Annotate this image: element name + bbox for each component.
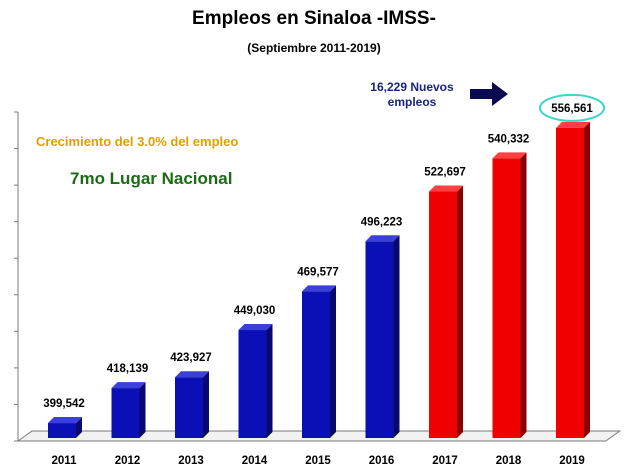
x-tick-label: 2015 bbox=[305, 455, 331, 467]
bar bbox=[302, 285, 336, 438]
growth-annotation: Crecimiento del 3.0% del empleo bbox=[36, 134, 238, 149]
bar-front bbox=[238, 330, 267, 438]
new-jobs-annotation-line1: 16,229 Nuevos bbox=[370, 80, 454, 94]
bar-side bbox=[139, 382, 146, 438]
bar-side bbox=[266, 324, 273, 438]
bar-top bbox=[556, 121, 590, 128]
bar-side bbox=[584, 121, 590, 438]
bar-top bbox=[302, 285, 336, 292]
bar bbox=[175, 371, 209, 438]
new-jobs-annotation-line2: empleos bbox=[388, 95, 437, 109]
bar-side bbox=[76, 417, 82, 438]
arrow-right-icon bbox=[470, 82, 508, 106]
bar-front bbox=[175, 377, 203, 438]
bar bbox=[556, 121, 590, 438]
data-label: 522,697 bbox=[424, 167, 466, 179]
x-axis-ticks: 2011 2012 2013 2014 2015 2016 2017 2018 2019 bbox=[52, 455, 585, 467]
x-tick-label: 2018 bbox=[496, 455, 522, 467]
chart-subtitle: (Septiembre 2011-2019) bbox=[247, 41, 380, 55]
data-label: 423,927 bbox=[170, 352, 212, 364]
bar-top bbox=[111, 382, 146, 389]
bar-side bbox=[520, 152, 527, 438]
bar-front bbox=[111, 388, 140, 438]
data-label: 449,030 bbox=[234, 305, 276, 317]
bar-series bbox=[48, 121, 590, 438]
bar-side bbox=[457, 185, 463, 438]
rank-annotation: 7mo Lugar Nacional bbox=[70, 169, 232, 188]
highlight-ring bbox=[539, 93, 605, 122]
bar-top bbox=[429, 185, 463, 192]
bar bbox=[492, 152, 527, 438]
data-label: 540,332 bbox=[488, 133, 530, 145]
x-tick-label: 2019 bbox=[559, 455, 585, 467]
x-tick-label: 2014 bbox=[242, 455, 268, 467]
chart-title: Empleos en Sinaloa -IMSS- bbox=[192, 8, 436, 29]
bar-front bbox=[365, 241, 394, 438]
bar-front bbox=[492, 158, 521, 438]
data-label: 418,139 bbox=[107, 363, 149, 375]
bar-top bbox=[238, 324, 273, 331]
x-tick-label: 2016 bbox=[369, 455, 395, 467]
bar bbox=[429, 185, 463, 438]
bar bbox=[48, 417, 82, 438]
bar-top bbox=[365, 235, 400, 242]
data-label: 496,223 bbox=[361, 216, 403, 228]
bar-front bbox=[48, 423, 76, 438]
bar-side bbox=[330, 285, 336, 438]
bar bbox=[365, 235, 400, 438]
value-labels: 399,542 418,139 423,927 449,030 469,577 496,2… bbox=[43, 103, 593, 410]
x-tick-label: 2013 bbox=[178, 455, 204, 467]
bar-front bbox=[429, 191, 457, 438]
bar-top bbox=[492, 152, 527, 159]
x-tick-label: 2017 bbox=[432, 455, 458, 467]
x-tick-label: 2012 bbox=[115, 455, 141, 467]
data-label: 469,577 bbox=[297, 266, 339, 278]
bar-top bbox=[48, 417, 82, 424]
bar bbox=[111, 382, 146, 438]
data-label: 399,542 bbox=[43, 398, 85, 410]
data-label: 556,561 bbox=[551, 103, 593, 115]
bar-side bbox=[393, 235, 400, 438]
bar bbox=[238, 324, 273, 438]
bar-side bbox=[203, 371, 209, 438]
bar-top bbox=[175, 371, 209, 378]
bar-front bbox=[556, 127, 584, 438]
x-tick-label: 2011 bbox=[52, 455, 78, 467]
bar-front bbox=[302, 291, 330, 438]
